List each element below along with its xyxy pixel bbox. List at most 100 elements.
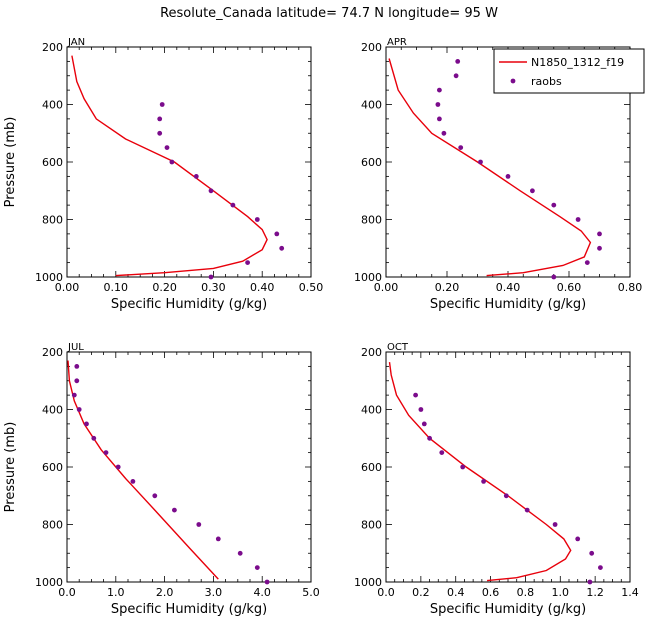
raobs-point (215, 536, 221, 542)
x-tick-label: 5.0 (302, 586, 320, 599)
raobs-point (435, 102, 441, 107)
raobs-point (453, 73, 459, 79)
x-tick-label: 1.2 (586, 586, 604, 599)
raobs-point (505, 174, 511, 179)
raobs-point (575, 536, 581, 542)
panel-label: JUL (67, 342, 84, 353)
raobs-point (103, 450, 109, 455)
raobs-point (279, 245, 285, 251)
y-tick-label: 200 (361, 41, 382, 54)
raobs-point (84, 421, 89, 427)
x-tick-label: 0.8 (517, 586, 535, 599)
raobs-point (254, 217, 260, 222)
x-axis-label: Specific Humidity (g/kg) (430, 297, 586, 312)
y-tick-label: 1000 (354, 576, 382, 589)
raobs-point (524, 507, 530, 513)
x-tick-label: 0.30 (201, 281, 226, 294)
x-tick-label: 0.60 (557, 281, 582, 294)
y-tick-label: 1000 (35, 576, 63, 589)
legend: N1850_1312_f19 raobs (493, 48, 645, 94)
raobs-point (264, 579, 270, 585)
y-tick-label: 800 (361, 214, 382, 227)
model-line (71, 55, 268, 277)
x-tick-label: 4.0 (253, 586, 271, 599)
model-line (388, 58, 592, 277)
raobs-point (157, 130, 163, 136)
y-tick-label: 400 (361, 404, 382, 417)
raobs-point (455, 59, 461, 64)
x-tick-label: 0.80 (618, 281, 643, 294)
raobs-point (597, 231, 602, 237)
y-tick-label: 400 (42, 99, 63, 112)
raobs-point (413, 392, 418, 398)
raobs-point (172, 507, 177, 513)
raobs-point (437, 87, 442, 93)
y-tick-label: 600 (361, 461, 382, 474)
raobs-point (157, 116, 163, 122)
raobs-point (230, 202, 236, 208)
x-tick-label: 0.20 (435, 281, 460, 294)
y-axis-label: Pressure (mb) (3, 422, 18, 513)
x-tick-label: 2.0 (156, 586, 174, 599)
legend-raobs-label: raobs (531, 75, 562, 88)
model-line (67, 360, 219, 580)
x-tick-label: 1.0 (552, 586, 570, 599)
raobs-point (169, 159, 175, 165)
raobs-point (575, 217, 581, 222)
raobs-point (481, 479, 486, 484)
x-axis-label: Specific Humidity (g/kg) (111, 602, 267, 617)
raobs-point (421, 421, 427, 427)
x-tick-label: 0.00 (55, 281, 80, 294)
raobs-point (551, 274, 557, 280)
raobs-point (193, 174, 199, 179)
plot-frame (66, 46, 312, 278)
raobs-point (587, 579, 593, 585)
x-tick-label: 0.4 (447, 586, 465, 599)
raobs-point (597, 245, 602, 251)
x-tick-label: 1.0 (107, 586, 125, 599)
raobs-point (552, 522, 558, 527)
raobs-point (74, 378, 80, 384)
legend-model-label: N1850_1312_f19 (531, 56, 624, 69)
legend-box (493, 48, 645, 94)
raobs-point (439, 450, 445, 455)
x-tick-label: 3.0 (205, 586, 223, 599)
y-tick-label: 1000 (354, 271, 382, 284)
y-tick-label: 200 (42, 346, 63, 359)
x-tick-label: 0.40 (496, 281, 521, 294)
x-tick-label: 0.20 (152, 281, 177, 294)
raobs-point (208, 274, 214, 280)
panel-label: JAN (67, 37, 85, 48)
x-tick-label: 0.40 (250, 281, 275, 294)
raobs-point (418, 407, 424, 412)
x-tick-label: 0.00 (374, 281, 399, 294)
x-tick-label: 0.10 (104, 281, 129, 294)
panel-jul: JUL 0.0 1.0 2.0 3.0 4.0 5.0 200 400 600 800 1000 Spe… (3, 342, 320, 617)
y-tick-label: 600 (42, 156, 63, 169)
y-tick-label: 800 (42, 214, 63, 227)
raobs-point (458, 145, 464, 151)
y-tick-label: 200 (42, 41, 63, 54)
raobs-point (152, 493, 158, 499)
y-tick-label: 400 (361, 99, 382, 112)
x-axis-label: Specific Humidity (g/kg) (430, 602, 586, 617)
y-tick-label: 1000 (35, 271, 63, 284)
x-tick-label: 0.2 (412, 586, 430, 599)
raobs-point (91, 435, 97, 441)
raobs-point (208, 188, 214, 194)
y-tick-label: 600 (361, 156, 382, 169)
raobs-point (159, 102, 165, 107)
raobs-point (478, 159, 483, 165)
panels: JAN 0.00 0.10 0.20 0.30 0.40 0.50 200 400 600 800 1… (3, 37, 642, 617)
raobs-point (530, 188, 535, 194)
x-tick-label: 0.50 (299, 281, 324, 294)
x-tick-label: 0.0 (58, 586, 76, 599)
raobs-point (427, 435, 432, 441)
raobs-point (130, 479, 136, 484)
y-axis-label: Pressure (mb) (3, 117, 18, 208)
x-tick-label: 1.4 (621, 586, 639, 599)
raobs-point (71, 392, 77, 398)
raobs-point (551, 202, 557, 208)
x-tick-label: 0.0 (377, 586, 395, 599)
